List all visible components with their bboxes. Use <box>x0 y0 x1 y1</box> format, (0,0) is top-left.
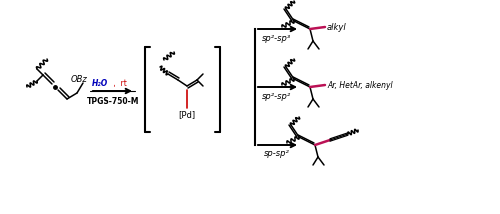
Text: sp-sp²: sp-sp² <box>264 150 290 159</box>
Text: alkyl: alkyl <box>327 22 347 31</box>
Text: ,  rt: , rt <box>111 79 127 88</box>
Text: Ar, HetAr, alkenyl: Ar, HetAr, alkenyl <box>327 80 392 89</box>
Text: TPGS-750-M: TPGS-750-M <box>87 97 139 106</box>
Text: H₂O: H₂O <box>92 79 108 88</box>
Text: sp²-sp²: sp²-sp² <box>262 92 292 101</box>
Text: OBz: OBz <box>70 75 88 84</box>
Text: sp²-sp³: sp²-sp³ <box>262 34 292 43</box>
Text: [Pd]: [Pd] <box>178 110 196 119</box>
